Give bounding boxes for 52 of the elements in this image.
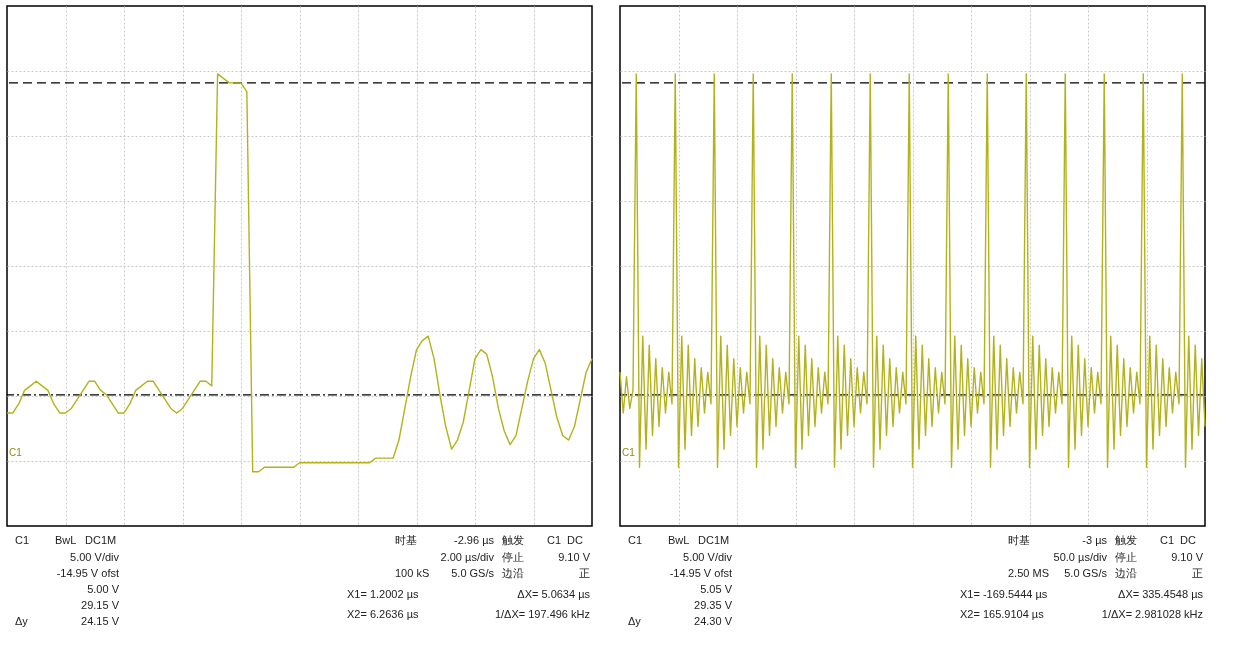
text: 触发 [502, 534, 524, 546]
text: X2= 165.9104 µs [960, 608, 1045, 620]
text: 触发 [1115, 534, 1137, 546]
text: DC [1180, 534, 1196, 546]
text: C1 [15, 534, 30, 546]
text: -14.95 V ofst [56, 567, 119, 579]
text: 2.00 µs/div [440, 551, 495, 563]
text: 边沿 [502, 567, 524, 579]
text: DC [567, 534, 583, 546]
text: 边沿 [1115, 567, 1137, 579]
text: 5.00 V/div [70, 551, 120, 563]
text: Δy [628, 615, 642, 627]
text: 5.00 V [87, 583, 120, 595]
text: -3 µs [1082, 534, 1108, 546]
text: 时基 [1008, 534, 1030, 546]
text: BwL [55, 534, 77, 546]
text: C1 [1160, 534, 1175, 546]
text: 24.30 V [694, 615, 733, 627]
text: 正 [1192, 567, 1203, 579]
text: ΔX= 335.4548 µs [1118, 588, 1204, 600]
text: ΔX= 5.0634 µs [517, 588, 591, 600]
text: 2.50 MS [1008, 567, 1049, 579]
text: 5.0 GS/s [451, 567, 495, 579]
text: Δy [15, 615, 29, 627]
text: 24.15 V [81, 615, 120, 627]
text: 时基 [395, 534, 417, 546]
text: 29.35 V [694, 599, 733, 611]
text: 9.10 V [558, 551, 591, 563]
annotation: C1 [9, 447, 23, 459]
text: 5.00 V/div [683, 551, 733, 563]
text: X1= 1.2002 µs [347, 588, 419, 600]
text: 1/ΔX= 2.981028 kHz [1101, 608, 1203, 620]
text: C1 [547, 534, 562, 546]
text: X1= -169.5444 µs [960, 588, 1048, 600]
text: 1/ΔX= 197.496 kHz [494, 608, 590, 620]
annotation: C1 [622, 447, 636, 459]
text: 5.0 GS/s [1064, 567, 1108, 579]
text: 100 kS [395, 567, 430, 579]
text: BwL [668, 534, 690, 546]
text: 正 [579, 567, 590, 579]
text: C1 [628, 534, 643, 546]
text: DC1M [85, 534, 117, 546]
text: -2.96 µs [454, 534, 495, 546]
text: DC1M [698, 534, 730, 546]
text: 停止 [1115, 551, 1137, 563]
text: 50.0 µs/div [1053, 551, 1108, 563]
text: 5.05 V [700, 583, 733, 595]
text: X2= 6.2636 µs [347, 608, 419, 620]
text: 29.15 V [81, 599, 120, 611]
text: 停止 [502, 551, 524, 563]
text: 9.10 V [1171, 551, 1204, 563]
text: -14.95 V ofst [669, 567, 732, 579]
